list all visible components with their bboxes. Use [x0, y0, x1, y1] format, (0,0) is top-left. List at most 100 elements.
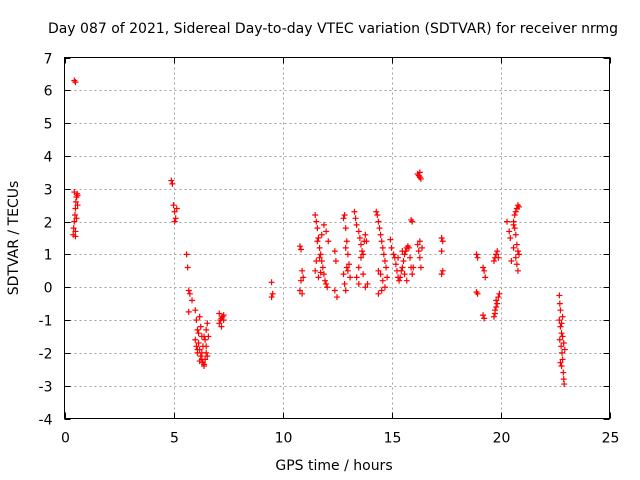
data-point [184, 264, 191, 271]
y-tick-label: -4 [39, 413, 53, 429]
data-point [296, 287, 303, 294]
data-point [558, 343, 565, 350]
data-point [315, 235, 322, 241]
data-point [375, 267, 382, 274]
data-point [379, 277, 386, 284]
data-point [516, 251, 523, 258]
data-point [169, 180, 176, 187]
data-point [316, 244, 323, 251]
data-point [318, 231, 325, 238]
data-point [344, 251, 351, 258]
data-point [558, 330, 565, 337]
data-point [560, 340, 567, 347]
data-point [74, 192, 81, 199]
data-point [561, 346, 568, 353]
data-point [492, 307, 499, 314]
data-point [205, 333, 212, 340]
data-point [170, 202, 177, 209]
data-point [559, 356, 566, 363]
data-point [507, 235, 514, 241]
data-point [189, 297, 196, 304]
data-point [183, 251, 190, 258]
data-point [556, 292, 563, 299]
data-point [558, 349, 565, 356]
data-point [439, 267, 446, 274]
data-point [513, 241, 520, 248]
data-point [560, 369, 567, 376]
data-point [373, 208, 380, 215]
data-point [417, 175, 424, 182]
data-point [516, 203, 523, 210]
y-tick-label: -1 [39, 314, 53, 330]
data-point [514, 267, 521, 274]
data-point [314, 225, 321, 232]
data-point [353, 221, 360, 228]
data-point [192, 307, 199, 314]
data-point [357, 254, 364, 261]
data-point [559, 333, 566, 340]
data-point [401, 251, 408, 258]
data-point [320, 221, 327, 228]
data-point [417, 264, 424, 271]
data-point [363, 238, 370, 245]
data-point [197, 323, 204, 330]
data-point [316, 254, 323, 261]
data-point [362, 231, 369, 238]
data-point [340, 271, 347, 278]
data-point [379, 244, 386, 251]
data-point [320, 271, 327, 278]
data-point [495, 294, 502, 301]
data-point [334, 294, 340, 301]
data-point [506, 228, 513, 235]
data-point [556, 317, 563, 324]
data-point [357, 241, 364, 248]
data-point [381, 257, 388, 264]
data-point [387, 236, 394, 243]
data-point [490, 257, 497, 264]
data-point [405, 244, 412, 251]
y-tick-label: 2 [44, 216, 53, 232]
data-point [72, 198, 79, 205]
data-point [318, 257, 325, 264]
data-point [317, 269, 324, 276]
data-point [196, 358, 203, 365]
y-tick-label: 7 [44, 52, 53, 68]
data-point [198, 349, 205, 356]
data-point [72, 79, 79, 86]
data-point [324, 284, 331, 291]
data-point [401, 271, 408, 278]
data-point [299, 267, 306, 274]
data-point [504, 218, 511, 225]
data-point [439, 238, 446, 245]
data-point [419, 244, 426, 251]
data-point [351, 208, 358, 215]
x-tick-label: 10 [275, 431, 293, 447]
data-point [397, 274, 404, 281]
x-tick-label: 25 [602, 431, 620, 447]
data-point [493, 303, 500, 310]
data-point [559, 313, 566, 320]
chart-title: Day 087 of 2021, Sidereal Day-to-day VTE… [48, 21, 618, 37]
data-point [72, 228, 79, 235]
y-tick-label: -2 [39, 347, 53, 363]
data-point [414, 241, 421, 248]
data-point [315, 274, 322, 281]
data-point [493, 251, 500, 258]
data-point [416, 238, 423, 245]
data-point [194, 346, 201, 353]
x-tick-label: 5 [170, 431, 179, 447]
data-point [378, 238, 385, 245]
data-point [438, 235, 445, 241]
data-point [480, 312, 487, 319]
data-point [403, 277, 410, 284]
data-point [398, 267, 405, 274]
data-point [415, 248, 422, 255]
data-point [345, 261, 352, 268]
data-point [395, 254, 402, 261]
y-tick-label: 5 [44, 117, 53, 133]
data-point [474, 290, 481, 297]
data-point [360, 251, 367, 258]
y-tick-label: 1 [44, 248, 53, 264]
data-point [218, 323, 225, 330]
